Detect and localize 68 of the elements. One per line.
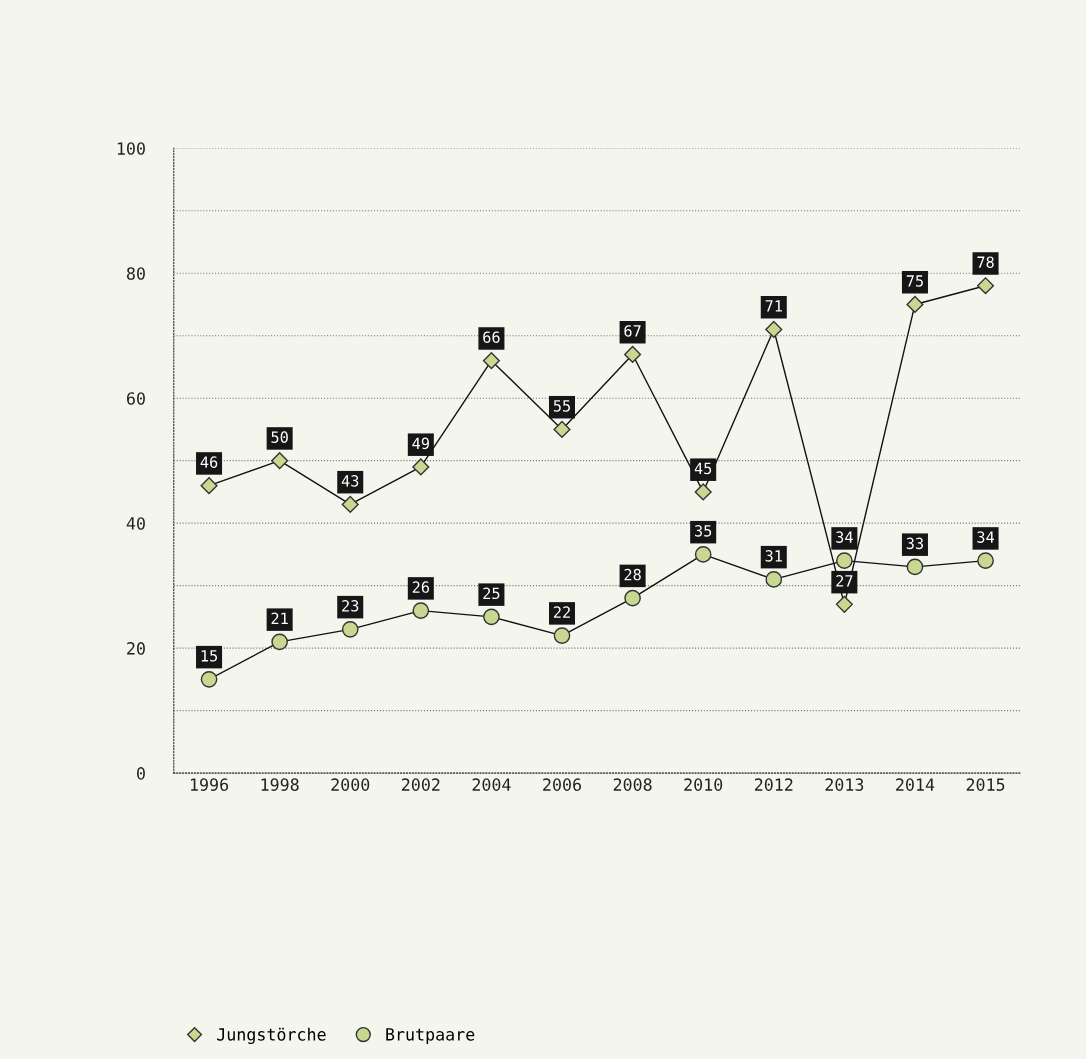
- point: [553, 627, 571, 644]
- point: [977, 552, 994, 569]
- point: [765, 571, 783, 588]
- data-label: 28: [624, 568, 641, 581]
- legend-label: Jungstörche: [217, 1027, 326, 1044]
- point: [553, 420, 571, 438]
- data-label: 23: [342, 600, 359, 612]
- point: [271, 452, 289, 470]
- point: [906, 295, 924, 314]
- y-tick-label: 40: [126, 517, 145, 530]
- x-tick-label: 2000: [331, 778, 370, 791]
- data-label: 26: [412, 581, 430, 593]
- data-label: 75: [906, 275, 923, 287]
- data-label: 67: [624, 325, 641, 337]
- x-tick-label: 2002: [401, 778, 440, 791]
- point: [341, 621, 359, 638]
- data-label: 21: [271, 612, 288, 624]
- y-tick-label: 20: [127, 642, 145, 655]
- point: [694, 546, 712, 563]
- data-label: 22: [553, 606, 570, 618]
- point: [906, 558, 924, 576]
- data-label: 45: [694, 462, 712, 475]
- data-label: 33: [906, 537, 923, 550]
- point: [765, 320, 783, 339]
- point: [412, 458, 430, 476]
- x-tick-label: 1998: [261, 778, 299, 791]
- point: [482, 352, 500, 370]
- data-label: 55: [553, 400, 570, 412]
- x-tick-label: 2015: [966, 778, 1005, 791]
- data-label: 66: [483, 331, 500, 343]
- y-tick-label: 0: [137, 767, 145, 780]
- y-tick-label: 80: [126, 267, 145, 280]
- data-label: 34: [977, 531, 995, 543]
- x-tick-label: 2012: [754, 778, 793, 791]
- x-tick-label: 2014: [896, 778, 935, 791]
- point: [836, 552, 853, 569]
- data-label: 34: [836, 531, 853, 543]
- x-tick-label: 2008: [613, 778, 652, 791]
- point: [412, 602, 430, 619]
- x-tick-label: 2013: [825, 778, 864, 791]
- point: [200, 477, 218, 495]
- data-label: 50: [271, 431, 288, 443]
- x-tick-label: 2004: [472, 778, 511, 791]
- data-label: 15: [201, 650, 218, 662]
- point: [835, 595, 853, 613]
- point: [200, 671, 218, 688]
- data-label: 35: [695, 525, 712, 537]
- point: [694, 483, 712, 501]
- data-label: 31: [765, 550, 782, 562]
- legend-label: Brutpaare: [386, 1028, 475, 1044]
- x-tick-label: 2006: [543, 778, 581, 791]
- point: [624, 589, 641, 607]
- data-label: 49: [412, 437, 429, 450]
- point: [976, 277, 995, 295]
- point: [271, 633, 288, 651]
- x-tick-label: 1996: [190, 778, 229, 791]
- data-label: 46: [200, 456, 218, 468]
- data-label: 71: [765, 300, 782, 312]
- data-label: 27: [836, 575, 853, 587]
- y-tick-label: 60: [127, 392, 145, 405]
- data-label: 43: [341, 475, 359, 487]
- point: [341, 495, 359, 513]
- data-label: 78: [977, 256, 994, 268]
- x-tick-label: 2010: [684, 778, 723, 791]
- point: [624, 345, 642, 363]
- y-tick-label: 100: [117, 142, 145, 155]
- point: [483, 608, 500, 626]
- data-label: 25: [483, 587, 500, 600]
